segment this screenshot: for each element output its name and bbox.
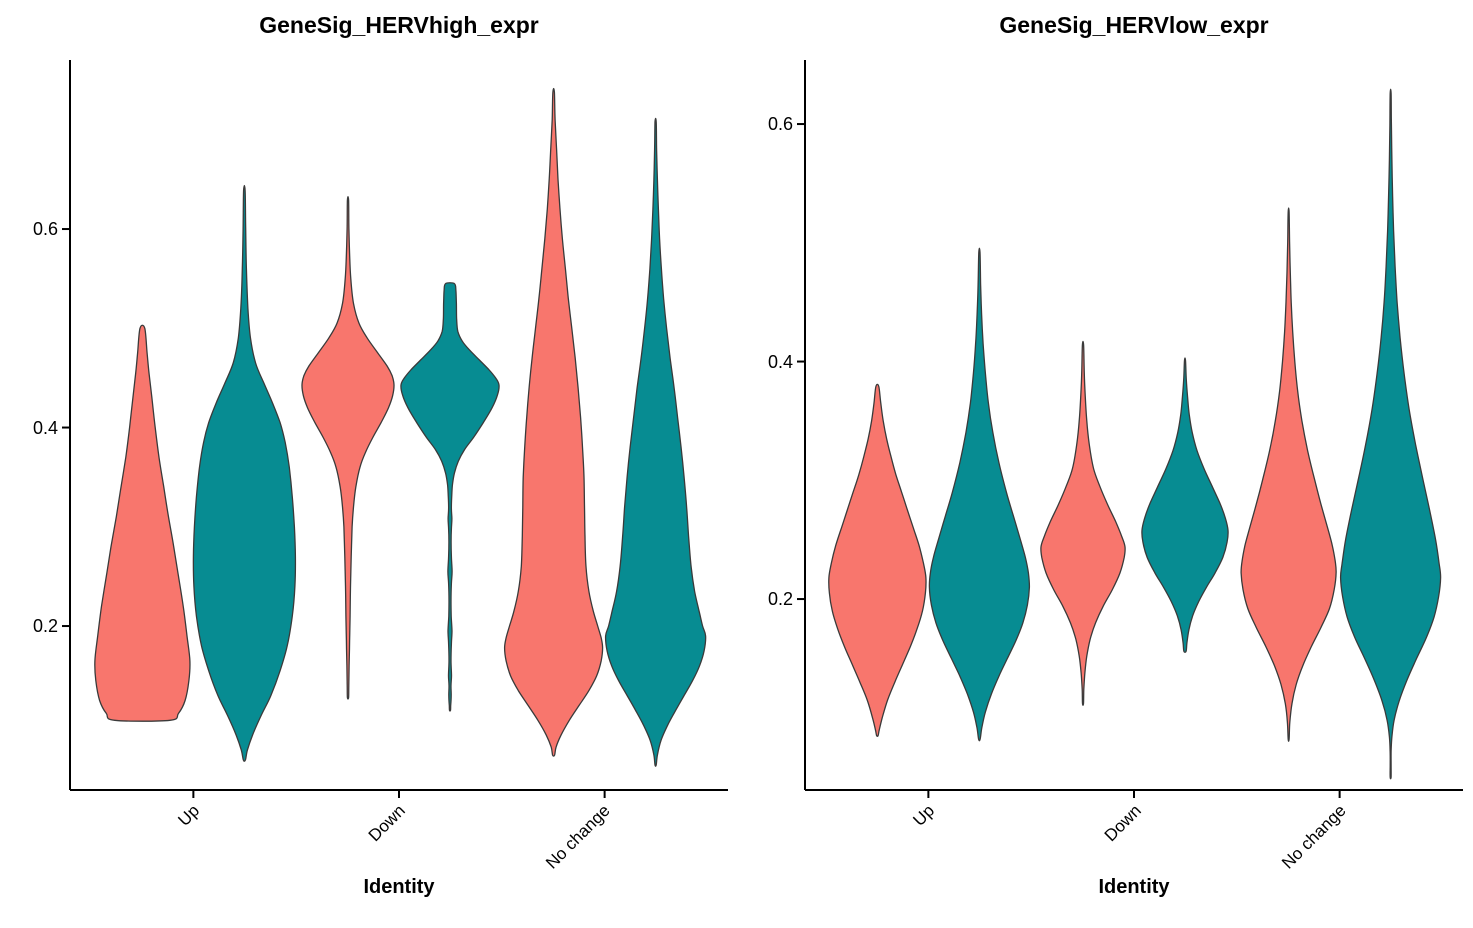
violin-hervlow-down-group1 xyxy=(1040,340,1126,706)
panel1-title: GeneSig_HERVhigh_expr xyxy=(259,12,539,38)
panel2-ytick-0_6: 0.6 xyxy=(767,114,793,134)
panel1-ytick-0_6: 0.6 xyxy=(32,219,58,239)
violin-hervlow-up-group2 xyxy=(928,247,1031,742)
panel1-x-axis-title: Identity xyxy=(363,876,435,898)
violin-hervhigh-up-group1 xyxy=(94,324,191,722)
violin-hervlow-no-change-group2 xyxy=(1339,88,1442,780)
panel1-ytick-0_2: 0.2 xyxy=(32,616,58,636)
violin-hervhigh-up-group2 xyxy=(192,184,297,762)
panel1-ytick-0_4: 0.4 xyxy=(32,418,58,438)
violin-hervhigh-down-group2 xyxy=(400,282,500,712)
panel2-ytick-0_2: 0.2 xyxy=(767,589,793,609)
panel2-x-axis-title: Identity xyxy=(1098,876,1170,898)
violin-hervlow-down-group2 xyxy=(1141,357,1229,653)
violin-hervlow-up-group1 xyxy=(828,383,927,737)
violin-hervhigh-no-change-group2 xyxy=(604,117,707,767)
violin-hervhigh-down-group1 xyxy=(301,196,395,700)
panel2-ytick-0_4: 0.4 xyxy=(767,352,793,372)
violin-hervhigh-no-change-group1 xyxy=(503,87,604,757)
violin-hervlow-no-change-group1 xyxy=(1240,207,1337,742)
panel2-title: GeneSig_HERVlow_expr xyxy=(999,12,1269,38)
